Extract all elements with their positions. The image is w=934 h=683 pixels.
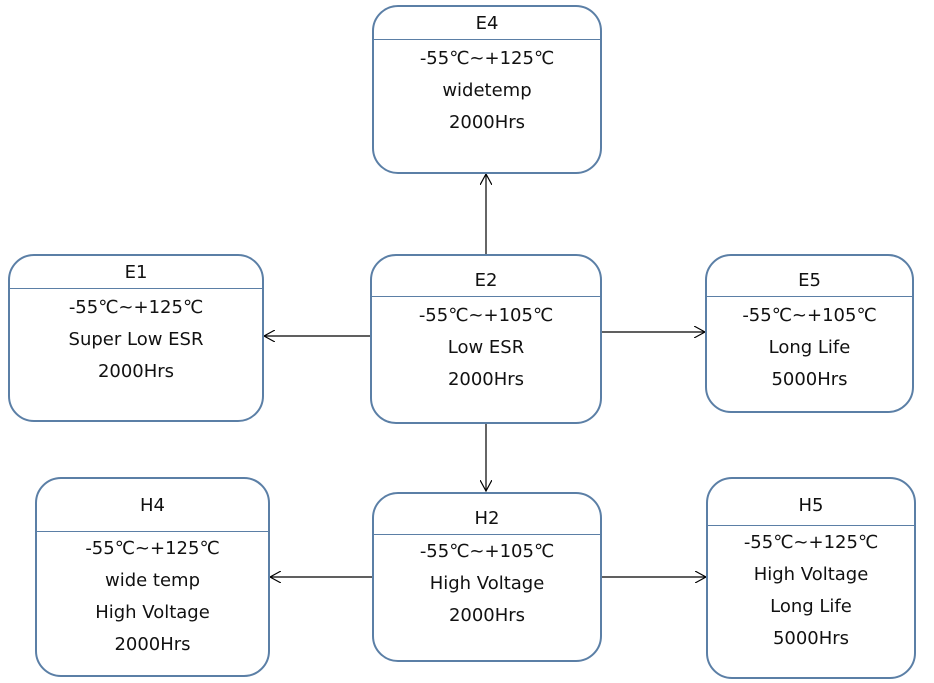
node-title: H5 [798, 495, 824, 516]
feature-text: Long Life [768, 337, 851, 358]
node-title: E2 [474, 270, 498, 291]
node-title: H2 [474, 508, 500, 529]
node-title: E4 [475, 13, 499, 34]
feature-text: High Voltage [753, 564, 869, 585]
node-divider [37, 531, 268, 532]
temperature-range: -55℃~+105℃ [419, 541, 555, 562]
life-hours: 2000Hrs [447, 369, 525, 390]
feature-text: Long Life [770, 596, 852, 617]
feature-text: Super Low ESR [68, 329, 204, 350]
node-divider [708, 525, 914, 526]
node-h5: H5 -55℃~+125℃ High Voltage Long Life 500… [706, 477, 916, 679]
node-divider [707, 296, 912, 297]
temperature-range: -55℃~+105℃ [418, 305, 554, 326]
feature-text: High Voltage [95, 602, 210, 623]
temperature-range: -55℃~+125℃ [743, 532, 879, 553]
node-e5: E5 -55℃~+105℃ Long Life 5000Hrs [705, 254, 914, 413]
node-e4: E4 -55℃~+125℃ widetemp 2000Hrs [372, 5, 602, 174]
life-hours: 2000Hrs [448, 605, 526, 626]
node-divider [10, 288, 262, 289]
temperature-range: -55℃~+125℃ [85, 538, 220, 559]
temperature-range: -55℃~+105℃ [742, 305, 877, 326]
feature-text: High Voltage [429, 573, 545, 594]
life-hours: 2000Hrs [448, 112, 526, 133]
life-hours: 5000Hrs [772, 628, 850, 649]
node-title: H4 [140, 495, 165, 516]
node-divider [372, 296, 600, 297]
node-title: E5 [798, 270, 821, 291]
node-divider [374, 39, 600, 40]
node-divider [374, 534, 600, 535]
life-hours: 2000Hrs [97, 361, 175, 382]
temperature-range: -55℃~+125℃ [419, 48, 555, 69]
node-h2: H2 -55℃~+105℃ High Voltage 2000Hrs [372, 492, 602, 662]
feature-text: wide temp [104, 570, 201, 591]
feature-text: widetemp [442, 80, 532, 101]
feature-text: Low ESR [447, 337, 525, 358]
node-title: E1 [124, 262, 148, 283]
temperature-range: -55℃~+125℃ [68, 297, 204, 318]
node-h4: H4 -55℃~+125℃ wide temp High Voltage 200… [35, 477, 270, 677]
life-hours: 5000Hrs [771, 369, 848, 390]
life-hours: 2000Hrs [114, 634, 191, 655]
node-e2: E2 -55℃~+105℃ Low ESR 2000Hrs [370, 254, 602, 424]
node-e1: E1 -55℃~+125℃ Super Low ESR 2000Hrs [8, 254, 264, 422]
